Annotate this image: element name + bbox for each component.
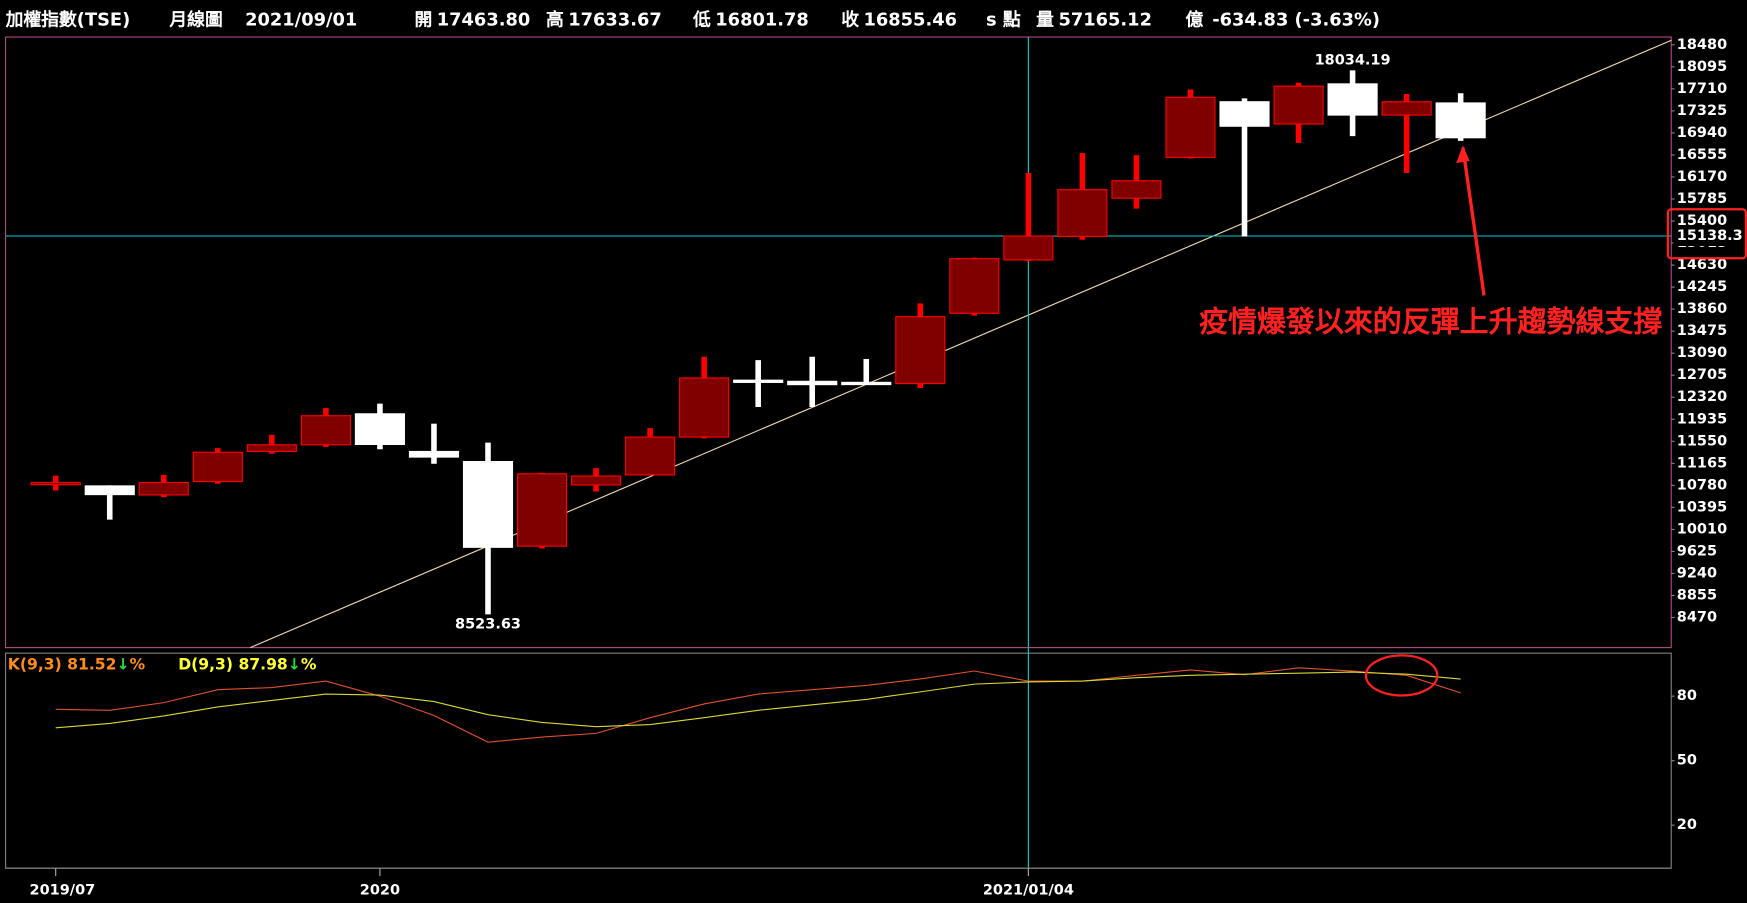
main-panel — [5, 36, 1672, 649]
candle-body — [30, 481, 81, 486]
y-tick-label: 12705 — [1677, 367, 1727, 383]
legend-value: 87.98 — [238, 655, 287, 673]
candle-body — [1327, 83, 1378, 116]
annotation-arrow — [1461, 147, 1486, 296]
candle-body — [1219, 101, 1270, 127]
candle-body — [246, 444, 297, 453]
date: 2021/09/01 — [245, 9, 357, 30]
change: -634.83 (-3.63%) — [1212, 9, 1380, 30]
candle-body — [1381, 101, 1432, 116]
y-tick-label: 12320 — [1677, 389, 1727, 405]
x-tick-label: 2019/07 — [30, 882, 96, 898]
y-tick-label: 14245 — [1677, 279, 1727, 295]
candle-body — [1057, 189, 1108, 238]
legend-unit: % — [130, 655, 146, 673]
legend-entry: D(9,3) 87.98↓% — [178, 655, 317, 673]
low-label: 8523.63 — [455, 616, 521, 632]
y-tick-label: 16170 — [1677, 169, 1727, 185]
candle-body — [733, 379, 784, 383]
candle-body — [462, 460, 514, 548]
legend-arrow: ↓ — [116, 655, 129, 673]
legend-name: D(9,3) — [178, 655, 233, 673]
unit: s 點 — [986, 9, 1021, 30]
candle-body — [1003, 235, 1054, 261]
candle-body — [138, 481, 189, 496]
crosshair-label-bg — [1673, 225, 1747, 247]
candle-body — [300, 415, 351, 446]
index-name: 加權指數(TSE) — [5, 8, 131, 30]
y-tick-label: 13475 — [1677, 323, 1727, 339]
y-tick-label: 50 — [1677, 753, 1697, 769]
close-label: 收 — [841, 8, 859, 30]
candle-body — [625, 436, 676, 476]
close-value: 16855.46 — [863, 9, 957, 30]
annotation: 疫情爆發以來的反彈上升趨勢線支撐 — [1199, 304, 1662, 338]
candle-body — [1111, 180, 1162, 199]
low-label: 低 — [692, 8, 711, 30]
legend-name: K(9,3) — [8, 655, 62, 673]
y-tick-label: 18480 — [1677, 37, 1727, 53]
kd-line — [55, 671, 1461, 729]
high-value: 17633.67 — [568, 9, 662, 30]
low-value: 16801.78 — [715, 9, 809, 30]
x-tick-label: 2021/01/04 — [983, 882, 1074, 898]
period: 月線圖 — [168, 8, 222, 30]
y-tick-label: 10780 — [1677, 477, 1727, 493]
volume-unit: 億 — [1185, 8, 1203, 30]
y-tick-label: 17325 — [1677, 103, 1727, 119]
candle-body — [408, 450, 460, 458]
candle-body — [571, 475, 622, 486]
high-label: 高 — [546, 8, 564, 30]
candle-body — [516, 473, 568, 547]
y-tick-label: 10395 — [1677, 499, 1727, 515]
y-tick-label: 80 — [1677, 688, 1697, 704]
y-tick-label: 9240 — [1677, 565, 1717, 581]
y-tick-label: 20 — [1677, 817, 1697, 833]
candle-body — [679, 377, 730, 438]
y-tick-label: 10010 — [1677, 521, 1727, 537]
candle-body — [787, 380, 838, 386]
kd-line — [55, 667, 1461, 743]
y-tick-label: 13090 — [1677, 345, 1727, 361]
open-label: 開 — [414, 9, 432, 30]
open-value: 17463.80 — [437, 9, 531, 30]
y-tick-label: 11165 — [1677, 455, 1727, 471]
legend-unit: % — [301, 655, 317, 673]
high-label: 18034.19 — [1315, 52, 1391, 68]
x-tick-label: 2020 — [360, 882, 400, 898]
y-tick-label: 16940 — [1677, 125, 1727, 141]
volume-label: 量 — [1036, 8, 1054, 30]
y-tick-label: 11935 — [1677, 411, 1727, 427]
annotation-arrowhead — [1456, 145, 1470, 164]
legend-arrow: ↓ — [288, 655, 301, 673]
highlight-circle — [1364, 654, 1439, 697]
y-tick-label: 18095 — [1677, 59, 1727, 75]
y-tick-label: 9625 — [1677, 543, 1717, 559]
candle-body — [895, 316, 946, 385]
candle-body — [354, 413, 405, 445]
y-tick-label: 8470 — [1677, 609, 1717, 625]
y-tick-label: 15400 — [1677, 213, 1727, 229]
y-tick-label: 15785 — [1677, 191, 1727, 207]
legend-value: 81.52 — [67, 655, 116, 673]
y-tick-label: 16555 — [1677, 147, 1727, 163]
y-tick-label: 17710 — [1677, 81, 1727, 97]
highlight-box — [1666, 208, 1747, 260]
candle-body — [84, 485, 135, 496]
candle-body — [1435, 102, 1486, 139]
legend-entry: K(9,3) 81.52↓% — [8, 655, 146, 673]
crosshair-label: 15138.3 — [1677, 228, 1743, 244]
y-tick-label: 8855 — [1677, 587, 1717, 603]
y-tick-label: 13860 — [1677, 301, 1727, 317]
header: 加權指數(TSE) 月線圖 2021/09/01 開 17463.80 高 17… — [5, 8, 1380, 30]
y-tick-label: 14630 — [1677, 257, 1727, 273]
y-tick-label: 11550 — [1677, 433, 1727, 449]
candle-body — [192, 451, 243, 483]
candle-body — [949, 258, 1000, 314]
candle-body — [1273, 85, 1324, 125]
candle-body — [1165, 96, 1216, 158]
volume-value: 57165.12 — [1058, 9, 1152, 30]
candle-body — [841, 381, 892, 386]
